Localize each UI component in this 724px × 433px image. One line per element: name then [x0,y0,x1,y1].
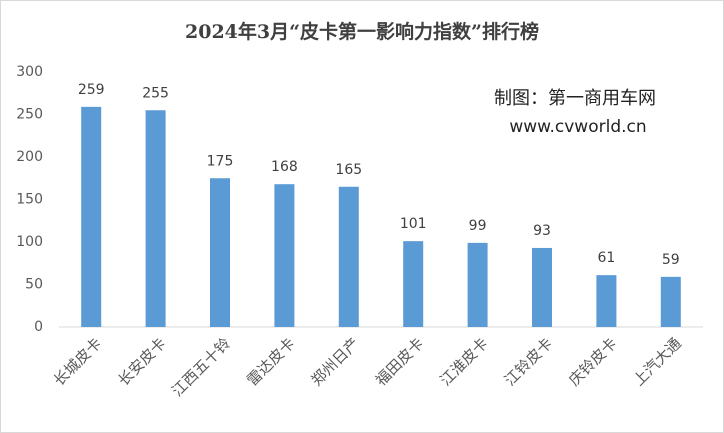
bar [338,186,359,327]
y-tick-label: 200 [16,149,43,165]
y-tick-label: 100 [16,234,43,250]
y-tick-label: 300 [16,64,43,80]
bar [145,110,166,327]
y-tick-label: 150 [16,192,43,208]
chart-title: 2024年3月“皮卡第一影响力指数”排行榜 [185,20,539,43]
value-label: 101 [400,216,427,232]
value-label: 99 [469,218,487,234]
bar [210,178,230,327]
bar [596,275,617,327]
value-label: 93 [533,223,551,239]
value-label: 61 [597,250,615,266]
bar [467,242,488,327]
y-tick-label: 0 [34,319,43,335]
bar [274,184,295,327]
annotation: 制图：第一商用车网 [494,88,656,109]
bar [81,106,102,327]
value-label: 59 [662,252,680,268]
y-tick-label: 50 [25,277,43,293]
y-tick-label: 250 [16,107,43,123]
value-label: 165 [335,162,362,178]
bar [403,241,424,327]
value-label: 175 [207,153,234,169]
bar [660,276,681,327]
bar [532,247,552,327]
value-label: 259 [78,82,105,98]
value-label: 168 [271,159,298,175]
annotation: www.cvworld.cn [509,117,646,137]
value-label: 255 [142,85,169,101]
